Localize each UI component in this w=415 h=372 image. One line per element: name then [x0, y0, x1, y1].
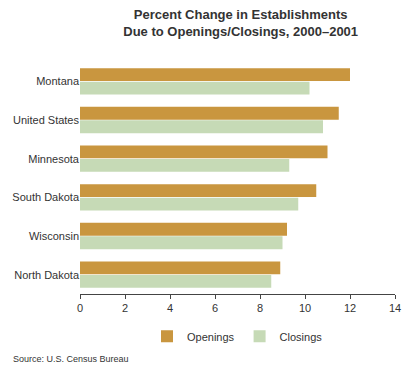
svg-text:Percent Change in Establishmen: Percent Change in EstablishmentsDue to O…	[123, 7, 358, 39]
svg-text:8: 8	[257, 302, 263, 314]
svg-text:South Dakota: South Dakota	[12, 191, 80, 203]
svg-text:0: 0	[77, 302, 83, 314]
svg-text:6: 6	[212, 302, 218, 314]
svg-text:Wisconsin: Wisconsin	[29, 230, 79, 242]
svg-text:Source: U.S. Census Bureau: Source: U.S. Census Bureau	[13, 354, 129, 364]
svg-text:2: 2	[122, 302, 128, 314]
svg-text:4: 4	[167, 302, 173, 314]
svg-text:Minnesota: Minnesota	[28, 153, 80, 165]
svg-text:Closings: Closings	[280, 331, 323, 343]
svg-text:United States: United States	[13, 114, 80, 126]
svg-text:Montana: Montana	[36, 75, 80, 87]
svg-text:14: 14	[389, 302, 401, 314]
svg-text:12: 12	[344, 302, 356, 314]
svg-text:10: 10	[299, 302, 311, 314]
svg-text:North Dakota: North Dakota	[14, 269, 80, 281]
svg-text:Openings: Openings	[187, 331, 235, 343]
